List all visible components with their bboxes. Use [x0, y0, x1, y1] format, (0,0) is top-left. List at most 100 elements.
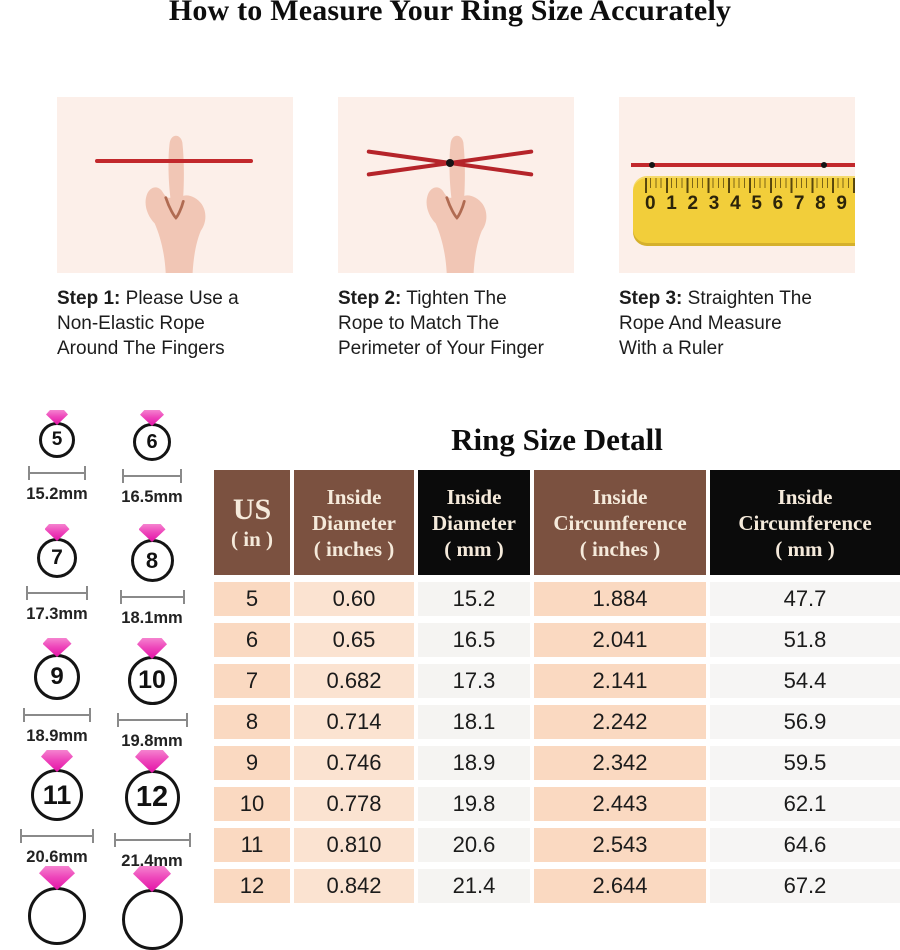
gem-icon — [44, 524, 70, 541]
size-chart-cell: 2.242 — [534, 705, 706, 739]
size-chart-cell: 2.443 — [534, 787, 706, 821]
rope-knot-dot — [446, 159, 454, 167]
size-chart-cell: 2.342 — [534, 746, 706, 780]
size-chart-cell: 12 — [214, 869, 290, 903]
size-chart-cell: 10 — [214, 787, 290, 821]
step-2: Step 2: Tighten The Rope to Match The Pe… — [338, 97, 574, 361]
ring-diameter-label: 17.3mm — [26, 605, 88, 623]
diameter-bracket — [122, 469, 182, 483]
diameter-bracket — [20, 829, 94, 843]
size-chart-cell: 0.65 — [294, 623, 414, 657]
size-chart-cell: 0.810 — [294, 828, 414, 862]
ring-diameter-label: 19.8mm — [121, 732, 183, 750]
gem-icon — [39, 866, 75, 890]
diameter-bracket — [113, 833, 191, 847]
size-chart-cell: 18.9 — [418, 746, 530, 780]
size-chart-cell: 0.60 — [294, 582, 414, 616]
ring-icon-size-9: 9 18.9mm — [0, 638, 117, 746]
gem-icon — [42, 638, 72, 657]
size-chart-cell: 0.682 — [294, 664, 414, 698]
ring-icon-size-6: 6 16.5mm — [92, 410, 212, 507]
ring-icon-size-8: 8 18.1mm — [92, 524, 212, 628]
ruler-number: 7 — [793, 193, 805, 214]
ring-icon-partial — [92, 866, 212, 950]
step-2-caption: Step 2: Tighten The Rope to Match The Pe… — [338, 286, 574, 361]
ring-band: 5 — [39, 422, 75, 458]
ruler-number: 9 — [836, 193, 847, 214]
step-3-label: Step 3: — [619, 288, 683, 309]
ring-band: 9 — [34, 654, 80, 700]
size-chart-cell: 51.8 — [710, 623, 900, 657]
gem-icon — [137, 638, 167, 659]
size-chart-cell: 2.041 — [534, 623, 706, 657]
ring-icon-size-5: 5 15.2mm — [0, 410, 117, 504]
ring-diameter-label: 18.1mm — [121, 609, 183, 627]
size-chart-header-3: Inside Circumference( inches ) — [534, 470, 706, 575]
ring-icon-size-12: 12 21.4mm — [92, 750, 212, 871]
diameter-bracket — [119, 590, 185, 604]
size-chart-title: Ring Size Detall — [451, 422, 663, 457]
size-chart-cell: 0.746 — [294, 746, 414, 780]
size-chart-cell: 9 — [214, 746, 290, 780]
step-1-text: Please Use a Non-Elastic Rope Around The… — [57, 288, 239, 359]
size-chart-cell: 56.9 — [710, 705, 900, 739]
size-chart-cell: 11 — [214, 828, 290, 862]
size-chart-cell: 0.778 — [294, 787, 414, 821]
size-chart-table: US( in ) Inside Diameter( inches ) Inside Di… — [214, 470, 900, 903]
ruler-number: 8 — [815, 193, 826, 214]
ring-band — [28, 887, 86, 945]
size-chart-cell: 17.3 — [418, 664, 530, 698]
size-chart-header-4: Inside Circumference( mm ) — [710, 470, 900, 575]
gem-icon — [138, 524, 166, 542]
size-chart-cell: 21.4 — [418, 869, 530, 903]
size-chart-cell: 2.644 — [534, 869, 706, 903]
size-chart-cell: 67.2 — [710, 869, 900, 903]
ruler-number: 5 — [751, 193, 762, 214]
ring-band: 10 — [127, 656, 177, 705]
ring-diameter-label: 20.6mm — [26, 848, 88, 866]
ring-diameter-label: 21.4mm — [121, 852, 183, 870]
size-chart-cell: 2.141 — [534, 664, 706, 698]
step-1-caption: Step 1: Please Use a Non-Elastic Rope Ar… — [57, 286, 293, 361]
size-chart-cell: 15.2 — [418, 582, 530, 616]
measure-dot — [649, 162, 655, 168]
step-3-text: Straighten The Rope And Measure With a R… — [619, 288, 812, 359]
ring-size-gallery: 5 15.2mm 6 16.5mm 7 17.3mm 8 18.1mm 9 18.9mm 10 19.… — [0, 410, 212, 950]
size-chart-cell: 18.1 — [418, 705, 530, 739]
size-chart-cell: 7 — [214, 664, 290, 698]
ruler-number: 2 — [687, 193, 699, 214]
size-chart-header-1: Inside Diameter( inches ) — [294, 470, 414, 575]
gem-icon — [41, 750, 73, 772]
ring-diameter-label: 18.9mm — [26, 727, 88, 745]
ruler-minor-ticks — [645, 178, 855, 188]
size-chart-cell: 8 — [214, 705, 290, 739]
size-chart-cell: 54.4 — [710, 664, 900, 698]
size-chart-cell: 6 — [214, 623, 290, 657]
ring-band: 6 — [133, 423, 171, 461]
steps-section: Step 1: Please Use a Non-Elastic Rope Ar… — [57, 97, 855, 361]
size-chart-cell: 0.714 — [294, 705, 414, 739]
pointing-hand-icon — [426, 135, 487, 273]
size-chart-cell: 47.7 — [710, 582, 900, 616]
size-chart-cell: 59.5 — [710, 746, 900, 780]
ruler-number: 1 — [666, 193, 677, 214]
step-1-label: Step 1: — [57, 288, 121, 309]
step-1: Step 1: Please Use a Non-Elastic Rope Ar… — [57, 97, 293, 361]
step-2-label: Step 2: — [338, 288, 402, 309]
ruler-number: 4 — [730, 193, 741, 214]
size-chart-cell: 1.884 — [534, 582, 706, 616]
page-title: How to Measure Your Ring Size Accurately — [168, 0, 732, 27]
ring-diameter-label: 16.5mm — [121, 488, 183, 506]
size-chart-cell: 19.8 — [418, 787, 530, 821]
ruler-number: 3 — [708, 193, 720, 214]
size-chart-cell: 5 — [214, 582, 290, 616]
size-chart-cell: 20.6 — [418, 828, 530, 862]
size-chart-cell: 2.543 — [534, 828, 706, 862]
pointing-hand-icon — [145, 135, 206, 273]
ruler-number: 6 — [772, 193, 784, 214]
ring-band: 12 — [124, 770, 180, 825]
ring-band: 7 — [37, 538, 77, 578]
